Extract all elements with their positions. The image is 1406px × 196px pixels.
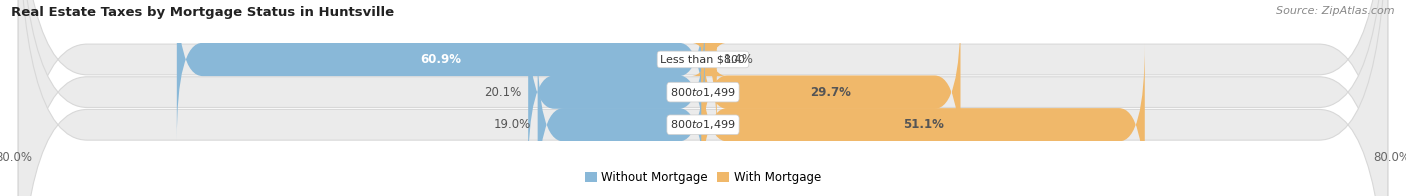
Legend: Without Mortgage, With Mortgage: Without Mortgage, With Mortgage bbox=[581, 167, 825, 189]
Text: Real Estate Taxes by Mortgage Status in Huntsville: Real Estate Taxes by Mortgage Status in … bbox=[11, 6, 394, 19]
FancyBboxPatch shape bbox=[529, 11, 704, 173]
Text: $800 to $1,499: $800 to $1,499 bbox=[671, 118, 735, 131]
FancyBboxPatch shape bbox=[537, 44, 704, 196]
FancyBboxPatch shape bbox=[690, 0, 727, 141]
FancyBboxPatch shape bbox=[18, 0, 1388, 196]
Text: 20.1%: 20.1% bbox=[484, 86, 522, 99]
Text: $800 to $1,499: $800 to $1,499 bbox=[671, 86, 735, 99]
FancyBboxPatch shape bbox=[177, 0, 704, 141]
FancyBboxPatch shape bbox=[18, 0, 1388, 196]
FancyBboxPatch shape bbox=[18, 0, 1388, 196]
FancyBboxPatch shape bbox=[702, 44, 1144, 196]
Text: Less than $800: Less than $800 bbox=[661, 54, 745, 64]
Text: Source: ZipAtlas.com: Source: ZipAtlas.com bbox=[1277, 6, 1395, 16]
Text: 60.9%: 60.9% bbox=[420, 53, 461, 66]
FancyBboxPatch shape bbox=[702, 11, 960, 173]
Text: 1.4%: 1.4% bbox=[724, 53, 754, 66]
Text: 29.7%: 29.7% bbox=[810, 86, 851, 99]
Text: 19.0%: 19.0% bbox=[494, 118, 531, 131]
Text: 51.1%: 51.1% bbox=[903, 118, 943, 131]
